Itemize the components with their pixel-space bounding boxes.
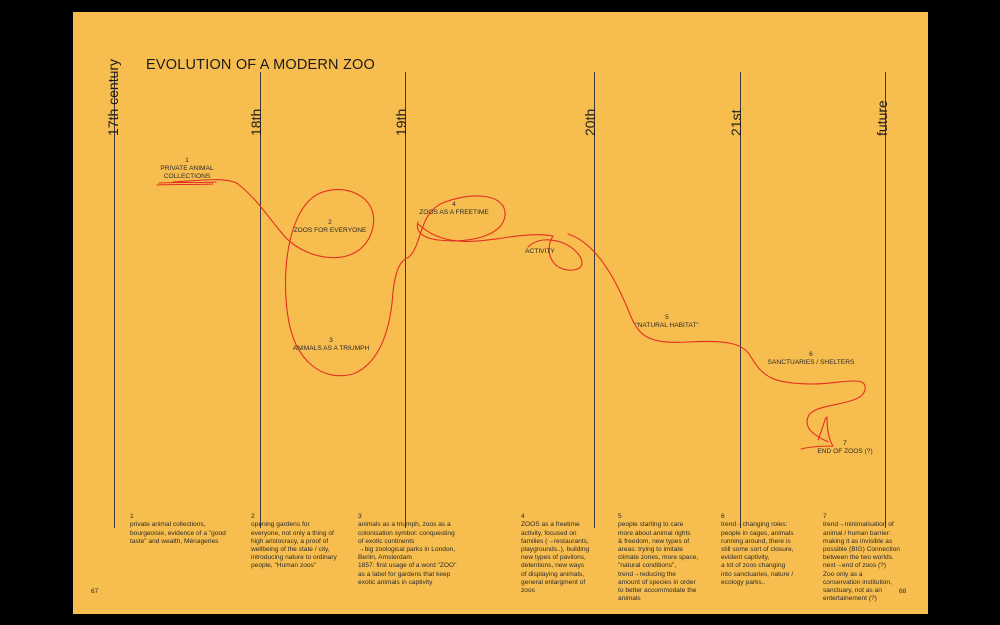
note-1: 1 private animal collections, bourgeoisie… (130, 513, 226, 545)
page-number-left: 67 (91, 588, 99, 595)
era-line-17th (114, 72, 115, 528)
diagram-title: EVOLUTION OF A MODERN ZOO (146, 57, 375, 73)
note-4: 4 ZOOS as a freetime activity, focused on… (521, 513, 590, 595)
stage-label-activity: ACTIVITY (525, 248, 555, 255)
note-7: 7 trend→minimalisation of animal / human … (823, 513, 900, 603)
stage-label-4: 4 ZOOS AS A FREETIME (419, 201, 489, 216)
stage-label-7: 7 END OF ZOOS (?) (817, 440, 873, 455)
stage-label-5: 5 "NATURAL HABITAT" (635, 314, 699, 329)
stage-label-2: 2 ZOOS FOR EVERYONE (293, 219, 367, 234)
book-spread: EVOLUTION OF A MODERN ZOO 17th century 1… (73, 12, 928, 614)
page-number-right: 68 (899, 588, 907, 595)
era-line-21st (740, 72, 741, 528)
note-6: 6 trend→changing roles: people in cages, … (721, 513, 794, 586)
era-line-20th (594, 72, 595, 528)
era-line-19th (405, 72, 406, 528)
stage-label-6: 6 SANCTUARIES / SHELTERS (767, 351, 855, 366)
era-line-18th (260, 72, 261, 528)
note-5: 5 people starting to care more about anim… (618, 513, 699, 603)
note-2: 2 opening gardens for everyone, not only … (251, 513, 337, 570)
evolution-curve (156, 179, 866, 450)
note-3: 3 animals as a triumph, zoos as a colonis… (358, 513, 457, 586)
stage-label-1: 1 PRIVATE ANIMAL COLLECTIONS (160, 157, 214, 180)
era-line-future (885, 72, 886, 528)
stage-label-3: 3 ANIMALS AS A TRIUMPH (292, 337, 370, 352)
